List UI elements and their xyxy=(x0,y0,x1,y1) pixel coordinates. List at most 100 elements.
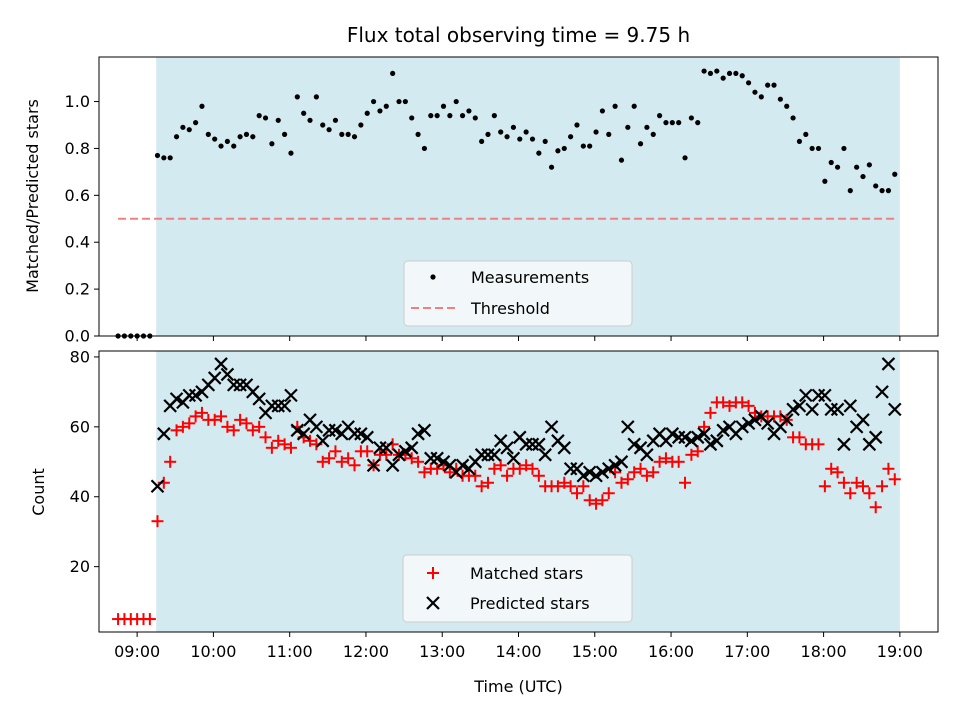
matched-star-point xyxy=(659,452,672,465)
measurement-point xyxy=(879,188,885,194)
y-tick-label: 0.2 xyxy=(65,280,90,299)
predicted-star-point xyxy=(220,367,235,382)
matched-star-point xyxy=(653,455,666,468)
matched-star-point xyxy=(882,462,895,475)
measurement-point xyxy=(618,157,625,163)
matched-star-point xyxy=(481,476,494,489)
x-tick-label: 10:00 xyxy=(190,642,236,661)
matched-star-point xyxy=(869,501,882,514)
y-tick-label: 80 xyxy=(70,347,90,366)
matched-star-point xyxy=(679,476,692,489)
measurement-point xyxy=(606,131,612,137)
matched-star-point xyxy=(742,399,755,412)
predicted-star-point xyxy=(207,371,222,385)
y-tick-label: 20 xyxy=(70,557,90,576)
predicted-star-point xyxy=(697,427,711,441)
matched-star-point xyxy=(234,413,247,426)
measurement-point xyxy=(809,145,815,152)
x-tick-label: 18:00 xyxy=(801,642,847,661)
measurement-point xyxy=(669,120,675,126)
predicted-star-point xyxy=(710,434,724,448)
matched-star-point xyxy=(189,410,202,423)
matched-star-point xyxy=(265,441,278,454)
measurement-point xyxy=(504,134,510,140)
measurement-point xyxy=(599,108,606,114)
predicted-star-point xyxy=(322,423,336,438)
measurement-point xyxy=(612,103,618,109)
matched-star-point xyxy=(793,431,806,444)
matched-star-point xyxy=(272,434,285,447)
measurement-point xyxy=(828,159,834,166)
measurement-point xyxy=(301,110,307,116)
predicted-star-point xyxy=(735,420,750,434)
y-tick-label: 0.6 xyxy=(65,186,90,205)
predicted-star-point xyxy=(150,479,165,494)
measurement-point xyxy=(491,113,497,119)
matched-star-point xyxy=(348,459,361,472)
matched-star-point xyxy=(812,438,825,451)
predicted-star-point xyxy=(690,430,705,445)
x-tick-label: 13:00 xyxy=(419,642,465,661)
x-tick-label: 11:00 xyxy=(267,642,313,661)
matched-star-point xyxy=(685,448,698,461)
matched-star-point xyxy=(170,424,183,437)
measurement-point xyxy=(885,188,892,194)
measurement-point xyxy=(428,113,434,119)
x-tick-label: 17:00 xyxy=(724,642,770,661)
measurement-point xyxy=(212,136,218,142)
measurement-point xyxy=(796,138,803,145)
measurement-point xyxy=(771,82,777,88)
predicted-star-point xyxy=(557,441,572,455)
predicted-star-point xyxy=(417,423,432,438)
measurement-point xyxy=(568,134,574,140)
legend-predicted-label: Predicted stars xyxy=(470,594,590,613)
predicted-star-point xyxy=(868,430,883,445)
predicted-star-point xyxy=(799,388,813,403)
predicted-star-point xyxy=(544,420,559,434)
measurement-point xyxy=(555,148,561,154)
measurement-point xyxy=(657,113,663,119)
predicted-star-point xyxy=(360,430,375,445)
matched-star-point xyxy=(246,424,259,437)
predicted-star-point xyxy=(881,357,896,371)
matched-star-point xyxy=(596,494,609,507)
measurement-point xyxy=(777,96,783,102)
measurement-point xyxy=(815,145,822,152)
matched-star-point xyxy=(431,462,444,475)
y-tick-label: 0.4 xyxy=(65,233,90,252)
measurement-point xyxy=(199,103,205,109)
predicted-star-point xyxy=(582,465,597,480)
matched-star-point xyxy=(412,455,425,468)
matched-star-point xyxy=(278,438,291,451)
matched-star-point xyxy=(850,476,863,489)
predicted-star-point xyxy=(830,402,845,417)
measurement-point xyxy=(726,70,733,77)
measurement-point xyxy=(186,127,192,133)
measurement-point xyxy=(390,70,396,77)
measurement-point xyxy=(498,129,504,135)
measurement-point xyxy=(688,115,694,121)
measurement-point xyxy=(866,162,872,168)
predicted-star-point xyxy=(589,468,603,483)
matched-star-point xyxy=(469,469,482,482)
matched-star-point xyxy=(215,410,228,423)
measurement-point xyxy=(485,131,491,137)
predicted-star-point xyxy=(741,416,756,431)
predicted-star-point xyxy=(354,427,368,441)
predicted-star-point xyxy=(271,399,286,413)
predicted-star-point xyxy=(379,441,394,455)
predicted-star-point xyxy=(506,451,521,466)
predicted-star-point xyxy=(595,465,610,480)
matched-star-point xyxy=(634,462,647,475)
predicted-star-point xyxy=(366,458,381,473)
measurement-point xyxy=(409,115,415,121)
measurement-point xyxy=(695,120,701,126)
measurement-point xyxy=(682,155,688,161)
measurement-point xyxy=(536,150,542,156)
predicted-star-point xyxy=(805,402,819,417)
bottom-panel: 20 40 60 80 09:00 10:00 11:00 12:00 13:00 14:00 1… xyxy=(29,347,939,696)
measurement-point xyxy=(281,131,288,137)
measurement-point xyxy=(453,98,459,105)
matched-star-point xyxy=(316,455,329,468)
measurement-point xyxy=(288,150,294,156)
